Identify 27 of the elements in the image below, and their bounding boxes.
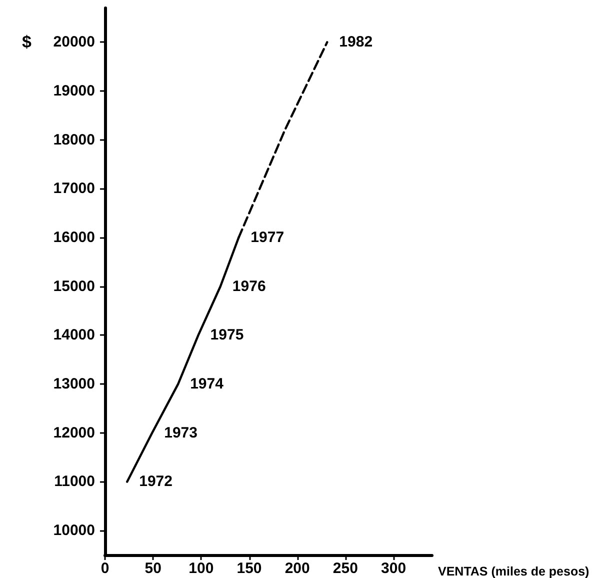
y-tick-label: 12000	[53, 424, 95, 442]
annotation: 1973	[164, 424, 198, 442]
y-tick-label: 18000	[53, 131, 95, 148]
y-tick-label: 10000	[53, 522, 95, 540]
y-tick-label: 11000	[54, 473, 95, 490]
annotation: 1974	[190, 376, 224, 393]
y-axis-title: $	[22, 32, 32, 52]
x-tick-label: 0	[100, 560, 110, 577]
x-tick-label: 50	[144, 560, 162, 577]
x-tick-label: 200	[284, 560, 310, 577]
x-tick-label: 300	[381, 560, 406, 577]
y-tick-label: 16000	[53, 229, 95, 246]
y-tick-label: 13000	[53, 376, 95, 393]
x-tick-label: 150	[236, 560, 262, 577]
y-tick-label: 15000	[53, 278, 95, 295]
annotation: 1976	[232, 278, 266, 295]
annotation: 1982	[339, 34, 373, 51]
y-tick-label: 20000	[53, 34, 95, 51]
y-tick-label: 17000	[53, 180, 95, 198]
annotation: 1972	[139, 473, 172, 490]
annotation: 1975	[210, 326, 244, 344]
x-axis-title: VENTAS (miles de pesos)	[438, 564, 590, 578]
y-tick-label: 14000	[53, 326, 95, 344]
y-tick-label: 19000	[53, 82, 95, 100]
annotation: 1977	[250, 229, 284, 246]
x-tick-label: 250	[332, 560, 358, 577]
x-tick-label: 100	[188, 560, 214, 577]
